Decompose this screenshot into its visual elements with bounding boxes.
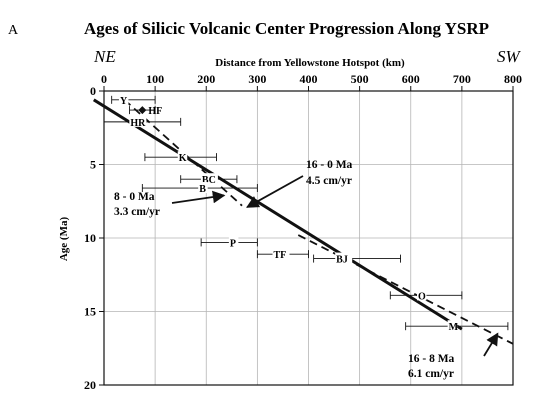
annotation-line2: 3.3 cm/yr <box>114 206 160 218</box>
data-point-label: Y <box>120 96 128 107</box>
annotation-line2: 4.5 cm/yr <box>306 175 352 187</box>
y-tick-label: 5 <box>90 158 96 172</box>
panel-label: A <box>8 23 19 38</box>
data-point-label: K <box>179 153 187 164</box>
annotation-line1: 8 - 0 Ma <box>114 191 155 203</box>
annotation-arrow <box>246 175 304 208</box>
y-tick-label: 15 <box>84 305 96 319</box>
x-tick-label: 400 <box>300 72 318 86</box>
chart-title: Ages of Silicic Volcanic Center Progress… <box>84 19 489 38</box>
data-point-label: BJ <box>336 255 348 266</box>
data-point-label: O <box>418 291 426 302</box>
data-point-label-bg <box>335 252 353 264</box>
data-point-label-bg <box>447 320 458 332</box>
data-point-label: HF <box>148 106 162 117</box>
x-tick-label: 500 <box>351 72 369 86</box>
x-tick-label: 200 <box>197 72 215 86</box>
data-point-label-bg <box>177 151 188 163</box>
data-point-label-bg <box>416 289 427 301</box>
x-tick-label: 100 <box>146 72 164 86</box>
annotation-line1: 16 - 0 Ma <box>306 159 353 171</box>
y-tick-label: 10 <box>84 231 96 245</box>
annotation-line1: 16 - 8 Ma <box>408 353 455 365</box>
annotation-line2: 6.1 cm/yr <box>408 368 454 380</box>
data-point-label-bg <box>118 93 129 105</box>
y-axis-title: Age (Ma) <box>58 217 70 262</box>
data-point-label-bg <box>272 248 290 260</box>
x-tick-label: 0 <box>101 72 107 86</box>
annotation-arrow <box>171 190 226 204</box>
data-point-marker <box>138 106 147 115</box>
annotation-arrow <box>483 332 499 357</box>
y-tick-label: 20 <box>84 378 96 392</box>
trend-line-3 <box>297 234 514 345</box>
data-point-label-bg <box>228 236 239 248</box>
y-tick-label: 0 <box>90 84 96 98</box>
x-right-direction-label: SW <box>497 47 522 66</box>
data-point-label: TF <box>273 250 286 261</box>
x-tick-label: 300 <box>248 72 266 86</box>
data-point-label: P <box>230 238 236 249</box>
data-point-label-bg <box>200 173 218 185</box>
data-point-label: BC <box>202 175 216 186</box>
data-point-label-bg <box>198 182 208 194</box>
x-axis-title: Distance from Yellowstone Hotspot (km) <box>215 57 405 69</box>
x-tick-label: 800 <box>504 72 522 86</box>
data-point-label: M <box>449 322 459 333</box>
data-point-label: HR <box>130 118 146 129</box>
x-left-direction-label: NE <box>93 47 116 66</box>
x-tick-label: 600 <box>402 72 420 86</box>
data-point-label: B <box>199 184 206 195</box>
data-point-label-bg <box>129 115 147 127</box>
x-tick-label: 700 <box>453 72 471 86</box>
trend-line-1 <box>92 98 463 331</box>
